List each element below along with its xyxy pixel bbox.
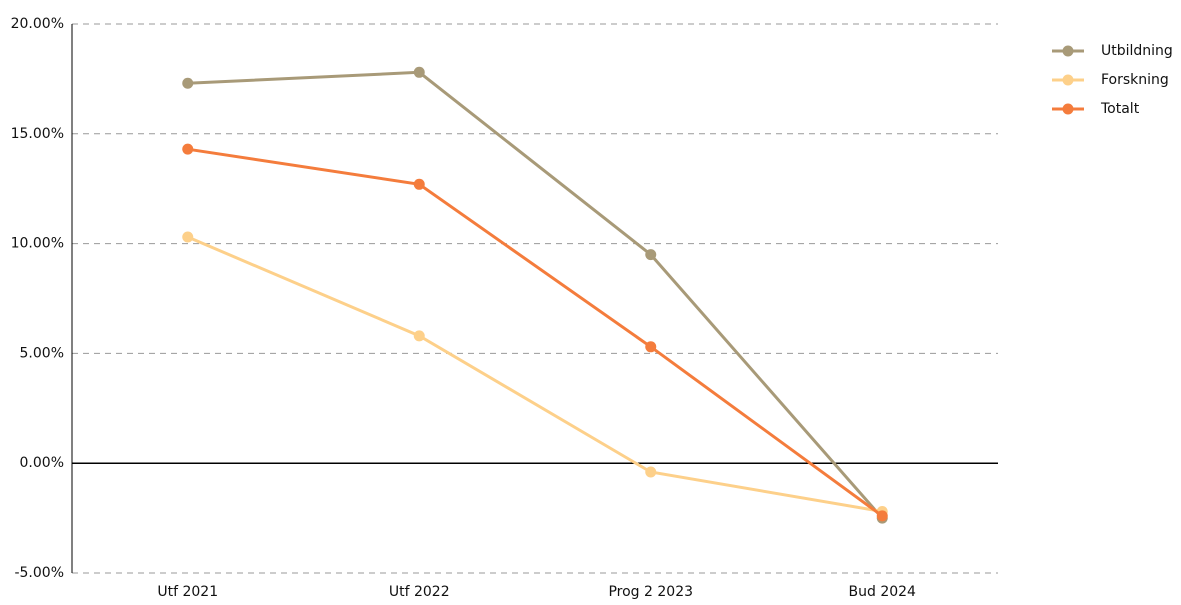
series-line (187, 147, 884, 518)
y-tick-label: 5.00% (20, 345, 64, 361)
point (645, 341, 657, 353)
x-tick-label: Utf 2021 (157, 584, 218, 600)
legend-label: Utbildning (1101, 43, 1173, 59)
y-tick-label: 15.00% (11, 126, 64, 142)
series-line (187, 70, 884, 520)
y-tick-label: 20.00% (11, 16, 64, 32)
legend-marker (1062, 74, 1074, 86)
x-tick-label: Utf 2022 (389, 584, 450, 600)
point (876, 510, 888, 522)
point (413, 178, 425, 190)
x-tick-label: Prog 2 2023 (608, 584, 693, 600)
point (645, 466, 657, 478)
series-line (187, 235, 883, 513)
point (182, 231, 194, 243)
point (182, 77, 194, 89)
point (182, 143, 194, 155)
y-tick-label: 10.00% (11, 236, 64, 252)
point (645, 249, 657, 261)
x-tick-label: Bud 2024 (849, 584, 917, 600)
legend-marker (1062, 45, 1074, 57)
legend-marker (1062, 103, 1074, 115)
point (413, 66, 425, 78)
point (413, 330, 425, 342)
y-tick-label: 0.00% (20, 455, 64, 471)
y-tick-label: -5.00% (14, 565, 64, 581)
legend-label: Totalt (1100, 101, 1140, 117)
legend-label: Forskning (1101, 72, 1169, 88)
